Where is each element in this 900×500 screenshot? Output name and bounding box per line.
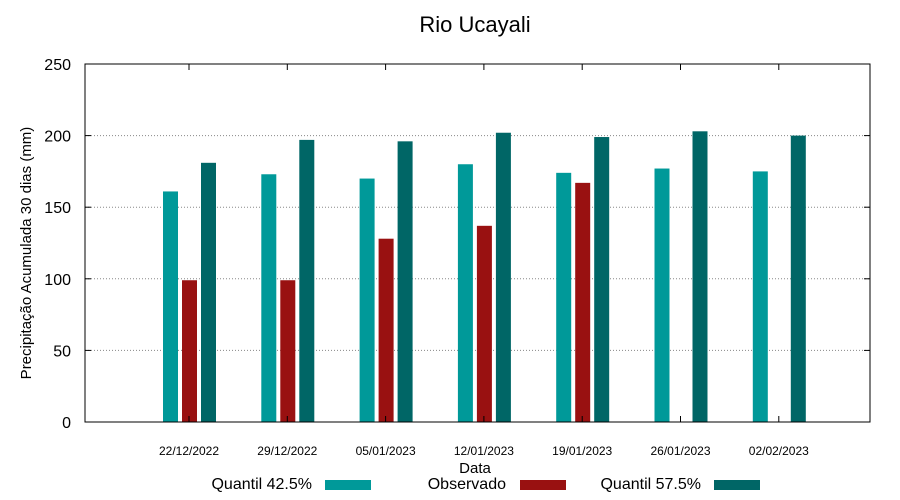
y-tick-label: 100 (44, 272, 71, 289)
bar-quantil-42-5: Quantil 42.5%: 180 (457, 164, 473, 423)
bar-observado: Observado: 99 (182, 280, 197, 422)
y-tick-label: 250 (44, 57, 71, 74)
bar-observado: Observado: 137 (476, 225, 492, 422)
x-tick-label: 12/01/2023 (454, 444, 514, 458)
x-tick-label: 22/12/2022 (159, 444, 219, 458)
bar-quantil-57-5: Quantil 57.5%: 196 (397, 141, 413, 422)
bars: Quantil 42.5%: 161Observado: 99Quantil 5… (163, 131, 806, 423)
y-axis-ticks: 0 50 100 150 200 250 (44, 57, 870, 432)
legend-swatch (325, 480, 371, 490)
bar-quantil-57-5: Quantil 57.5%: 181 (201, 162, 216, 423)
bar-quantil-42-5: Quantil 42.5%: 173 (261, 174, 277, 422)
y-tick-label: 50 (53, 343, 71, 360)
legend: Quantil 42.5% Observado Quantil 57.5% (211, 476, 760, 493)
y-axis-label: Precipitação Acumulada 30 dias (mm) (18, 127, 35, 380)
grid-lines (85, 135, 870, 351)
bar-quantil-57-5: Quantil 57.5%: 197 (299, 139, 315, 422)
legend-swatch (520, 480, 566, 490)
x-tick-label: 05/01/2023 (356, 444, 416, 458)
y-tick-label: 150 (44, 200, 71, 217)
bar-quantil-42-5: Quantil 42.5%: 174 (556, 172, 572, 422)
legend-label: Quantil 57.5% (600, 476, 701, 493)
bar-quantil-42-5: Quantil 42.5%: 177 (654, 168, 670, 422)
y-tick-label: 200 (44, 129, 71, 146)
chart-title: Rio Ucayali (419, 12, 530, 37)
x-axis-ticks: 22/12/2022 29/12/2022 05/01/2023 12/01/2023… (159, 64, 809, 458)
plot-frame (84, 63, 871, 423)
bar-quantil-57-5: Quantil 57.5%: 203 (692, 131, 708, 422)
x-axis-label: Data (459, 460, 491, 477)
bar-quantil-42-5: Quantil 42.5%: 170 (359, 178, 375, 422)
bar-observado: Observado: 128 (378, 238, 394, 422)
y-tick-label: 0 (62, 415, 71, 432)
bar-observado: Observado: 99 (280, 280, 296, 422)
bar-quantil-42-5: Quantil 42.5%: 175 (752, 171, 768, 422)
x-tick-label: 02/02/2023 (749, 444, 809, 458)
legend-label: Quantil 42.5% (211, 476, 312, 493)
bar-quantil-57-5: Quantil 57.5%: 202 (495, 132, 511, 422)
x-tick-label: 26/01/2023 (650, 444, 710, 458)
legend-swatch (714, 480, 760, 490)
bar-quantil-57-5: Quantil 57.5%: 200 (790, 135, 806, 422)
bar-quantil-57-5: Quantil 57.5%: 199 (594, 137, 610, 423)
x-tick-label: 19/01/2023 (552, 444, 612, 458)
bar-quantil-42-5: Quantil 42.5%: 161 (163, 191, 178, 422)
bar-observado: Observado: 167 (575, 182, 591, 422)
legend-label: Observado (428, 476, 506, 493)
x-tick-label: 29/12/2022 (257, 444, 317, 458)
